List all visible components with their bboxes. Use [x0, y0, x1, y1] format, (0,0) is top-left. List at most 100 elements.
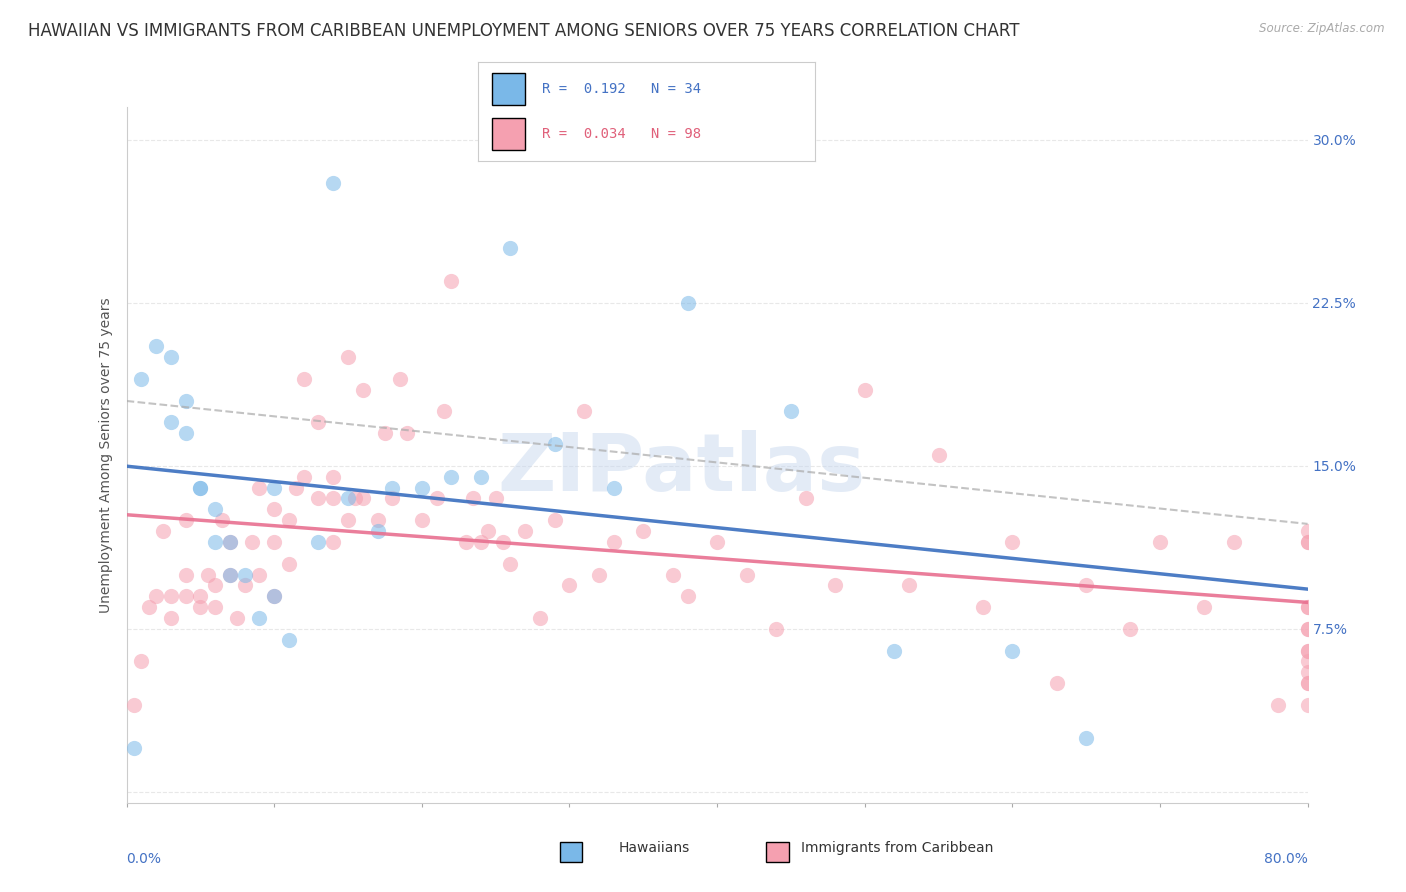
Point [233, 578, 256, 592]
Point [337, 491, 360, 506]
Point [706, 534, 728, 549]
Point [631, 524, 654, 538]
Point [454, 534, 477, 549]
Point [661, 567, 683, 582]
Point [188, 600, 211, 615]
Point [174, 589, 197, 603]
Point [1267, 698, 1289, 712]
Point [779, 404, 801, 418]
Point [219, 567, 242, 582]
Point [529, 611, 551, 625]
Text: Hawaiians: Hawaiians [619, 841, 690, 855]
Point [374, 426, 396, 441]
Point [263, 589, 285, 603]
Point [558, 578, 581, 592]
Point [972, 600, 994, 615]
Point [381, 491, 404, 506]
Point [278, 557, 301, 571]
Point [1296, 676, 1319, 690]
Point [322, 469, 344, 483]
Point [211, 513, 233, 527]
Point [1296, 600, 1319, 615]
Point [396, 426, 419, 441]
Point [1296, 665, 1319, 680]
Point [603, 481, 626, 495]
Point [588, 567, 610, 582]
Point [1149, 534, 1171, 549]
Point [159, 350, 183, 364]
Point [337, 350, 360, 364]
Point [292, 469, 315, 483]
Point [159, 589, 183, 603]
Point [574, 404, 596, 418]
Text: Source: ZipAtlas.com: Source: ZipAtlas.com [1260, 22, 1385, 36]
Point [278, 632, 301, 647]
Point [129, 655, 153, 669]
Text: 0.0%: 0.0% [127, 852, 162, 865]
Point [152, 524, 174, 538]
Point [470, 469, 492, 483]
Point [159, 611, 183, 625]
Point [219, 567, 242, 582]
Point [440, 469, 463, 483]
Point [1296, 698, 1319, 712]
Point [470, 534, 492, 549]
Point [240, 534, 263, 549]
Point [337, 513, 360, 527]
Point [122, 698, 145, 712]
Point [307, 415, 329, 429]
Point [219, 534, 242, 549]
Point [174, 513, 197, 527]
Point [463, 491, 485, 506]
FancyBboxPatch shape [492, 119, 526, 150]
Point [824, 578, 846, 592]
Point [285, 481, 308, 495]
Point [411, 481, 433, 495]
Point [1296, 622, 1319, 636]
Point [477, 524, 499, 538]
Point [292, 372, 315, 386]
Text: ZIPatlas: ZIPatlas [498, 430, 866, 508]
Point [515, 524, 537, 538]
Text: Immigrants from Caribbean: Immigrants from Caribbean [801, 841, 994, 855]
Text: HAWAIIAN VS IMMIGRANTS FROM CARIBBEAN UNEMPLOYMENT AMONG SENIORS OVER 75 YEARS C: HAWAIIAN VS IMMIGRANTS FROM CARIBBEAN UN… [28, 22, 1019, 40]
Point [492, 534, 515, 549]
Point [1296, 534, 1319, 549]
Point [853, 383, 876, 397]
Point [543, 437, 565, 451]
Point [263, 502, 285, 516]
Point [145, 589, 167, 603]
Point [676, 295, 699, 310]
Point [411, 513, 433, 527]
Point [174, 426, 197, 441]
Point [204, 502, 226, 516]
Point [188, 481, 211, 495]
Point [1296, 643, 1319, 657]
Point [188, 481, 211, 495]
Text: R =  0.192   N = 34: R = 0.192 N = 34 [543, 82, 702, 96]
Point [226, 611, 249, 625]
Point [1296, 643, 1319, 657]
Point [174, 393, 197, 408]
Point [794, 491, 817, 506]
Point [1222, 534, 1246, 549]
Point [1296, 534, 1319, 549]
Point [129, 372, 153, 386]
Point [1192, 600, 1215, 615]
Point [765, 622, 787, 636]
Point [219, 534, 242, 549]
Point [425, 491, 447, 506]
Point [676, 589, 699, 603]
Point [388, 372, 411, 386]
Point [322, 534, 344, 549]
Point [278, 513, 301, 527]
Point [499, 241, 522, 255]
Point [440, 274, 463, 288]
Point [247, 481, 270, 495]
Point [247, 567, 270, 582]
Point [204, 578, 226, 592]
Point [433, 404, 456, 418]
Point [1001, 643, 1024, 657]
Point [1045, 676, 1069, 690]
Point [366, 524, 388, 538]
